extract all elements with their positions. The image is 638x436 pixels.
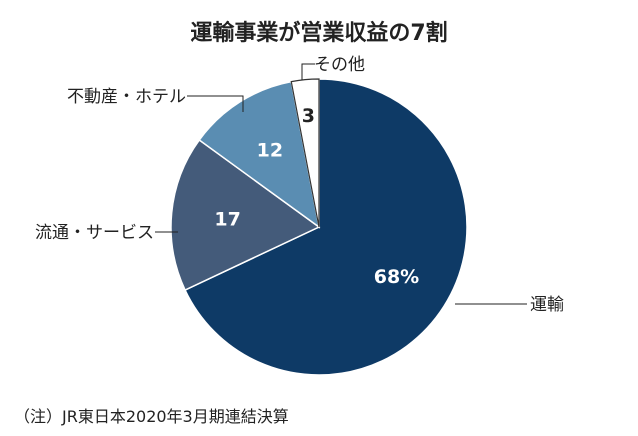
slice-1-wedge [184,78,468,376]
slice-4-name-label: その他 [314,55,365,75]
slice-4-wedge [290,78,320,228]
slice-4-value-label: 3 [302,105,315,127]
slice-4-leader-line [301,63,315,80]
chart-title: 運輸事業が営業収益の7割 [190,20,447,46]
pie-slices [170,78,468,376]
slice-value-labels: 68% 17 12 3 [214,105,419,288]
slice-3-value-label: 12 [257,140,283,162]
slice-1-value-label: 68% [374,266,419,288]
slice-3-wedge [198,80,321,229]
slice-3-leader-line [187,95,244,112]
slice-name-labels: 運輸 流通・サービス 不動産・ホテル その他 [35,55,564,315]
slice-3-name-label: 不動産・ホテル [67,87,186,107]
leader-lines [155,63,527,305]
slice-1-name-label: 運輸 [530,295,564,315]
slice-2-wedge [170,138,321,292]
slice-2-name-label: 流通・サービス [35,223,154,243]
chart-footnote: （注）JR東日本2020年3月期連結決算 [14,407,289,426]
slice-2-value-label: 17 [214,208,240,230]
